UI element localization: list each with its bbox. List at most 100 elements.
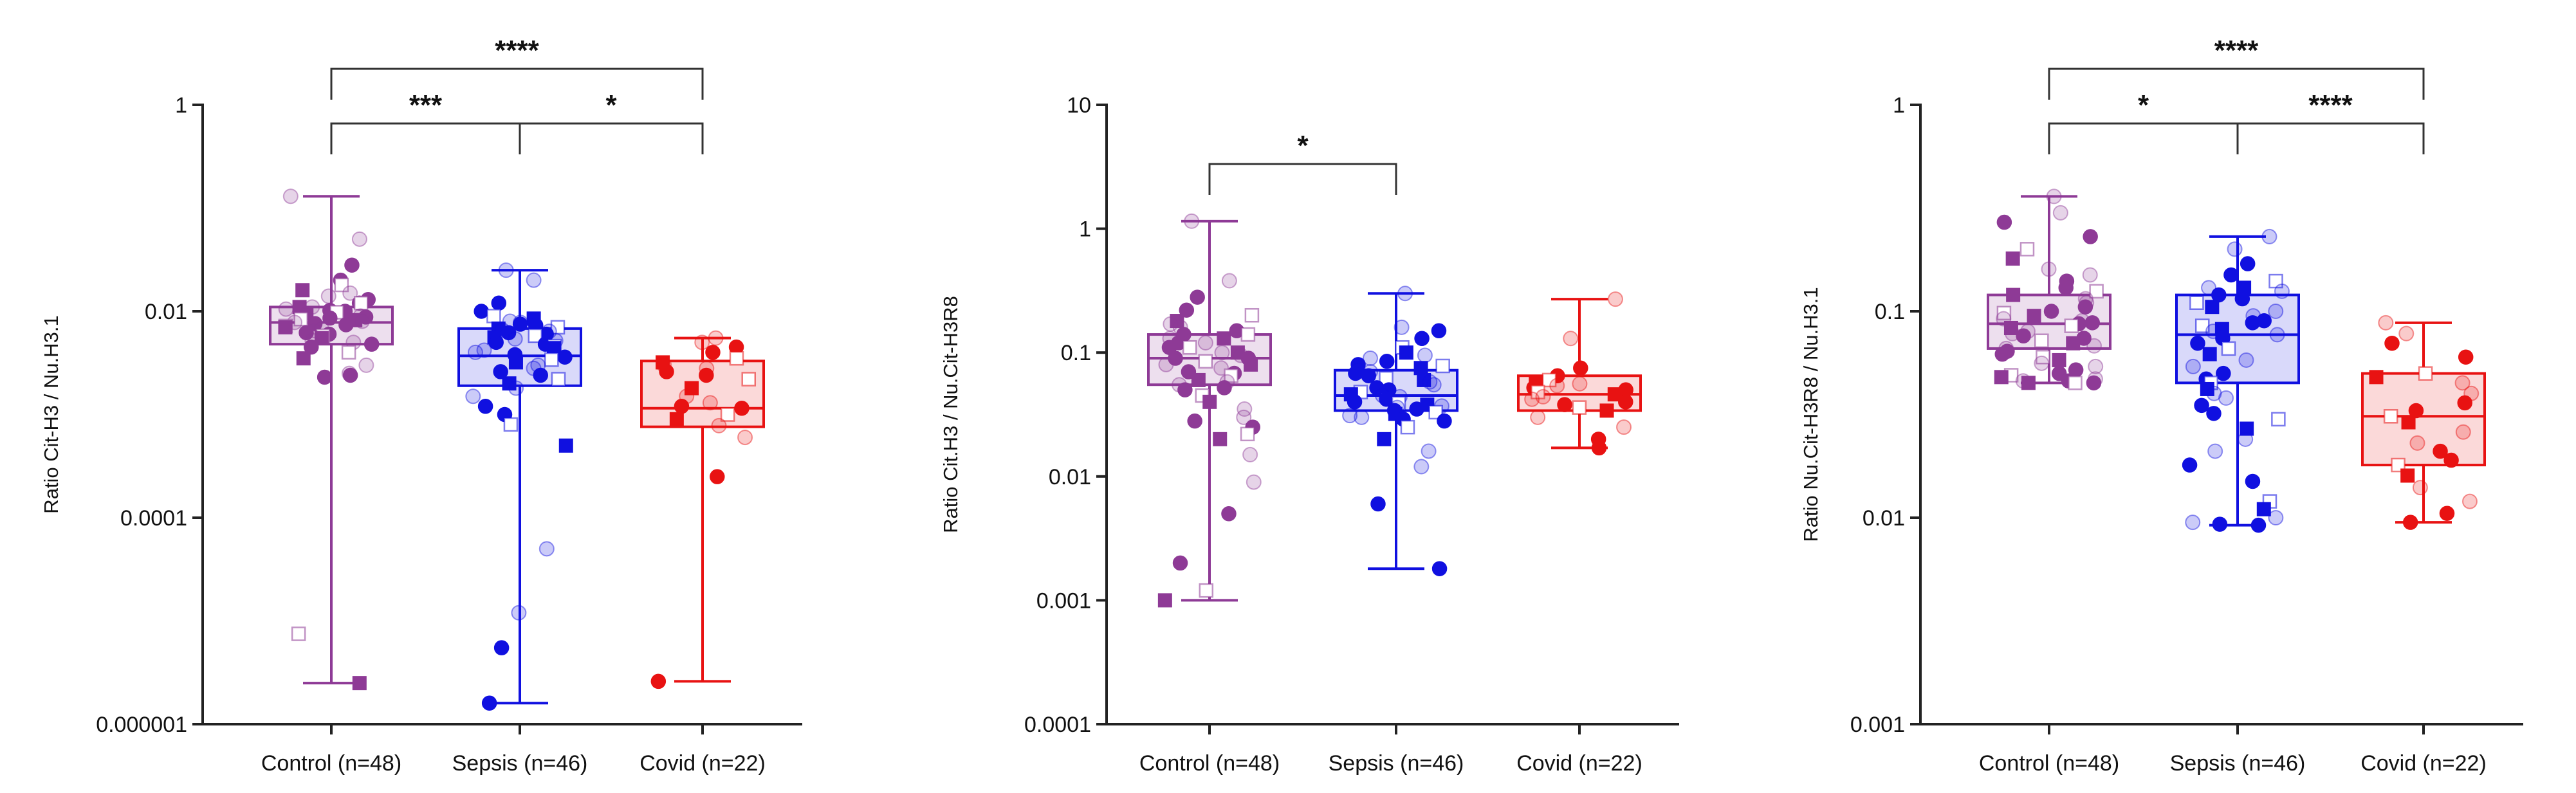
data-point (2043, 304, 2059, 319)
data-point (1240, 426, 1255, 442)
data-point (1421, 443, 1437, 459)
data-point (2041, 261, 2057, 277)
data-point (1354, 409, 1370, 425)
data-point (1182, 340, 1197, 355)
y-tick-label: 0.0001 (120, 506, 187, 531)
data-point (1524, 391, 1540, 407)
x-category-label: Control (n=48) (1979, 751, 2119, 776)
data-point (507, 331, 523, 347)
data-point (2088, 358, 2104, 374)
significance-label: **** (2308, 89, 2353, 121)
data-point (702, 395, 718, 411)
data-point (2240, 421, 2254, 436)
data-point (737, 430, 753, 446)
data-point (1535, 388, 1551, 405)
data-point (1591, 440, 1607, 456)
data-point (511, 605, 527, 621)
significance-bracket: **** (2048, 35, 2425, 100)
box-group (1517, 291, 1642, 456)
data-point (1994, 370, 2009, 385)
data-point (533, 367, 548, 383)
data-point (278, 320, 293, 334)
data-point (1530, 409, 1546, 425)
significance-line (2048, 122, 2239, 154)
data-point (304, 339, 319, 355)
y-tick-label: 0.000001 (96, 713, 187, 737)
x-category-label: Covid (n=22) (2360, 751, 2487, 776)
data-point (488, 334, 504, 351)
data-point (481, 695, 497, 711)
significance-line (330, 68, 704, 100)
data-point (1435, 358, 1450, 374)
data-point (1172, 555, 1188, 571)
data-point (2036, 349, 2050, 365)
data-point (1179, 302, 1195, 318)
data-point (526, 272, 542, 288)
data-point (2212, 516, 2228, 532)
data-point (2268, 304, 2284, 319)
data-point (2185, 358, 2201, 374)
data-point (1572, 376, 1588, 392)
data-point (2433, 443, 2448, 459)
data-point (291, 626, 306, 641)
data-point (2384, 335, 2400, 351)
data-point (2202, 347, 2217, 361)
significance-bracket: * (519, 89, 704, 154)
data-point (322, 310, 338, 326)
box-group (2175, 228, 2300, 533)
data-point (2068, 376, 2083, 390)
y-tick-label: 0.001 (1850, 713, 1905, 737)
significance-label: * (1297, 130, 1309, 161)
data-point (2027, 309, 2041, 324)
data-point (2409, 435, 2425, 451)
data-point (1996, 305, 2012, 321)
data-point (465, 388, 481, 405)
data-point (2052, 352, 2066, 367)
data-point (2185, 515, 2201, 531)
data-point (2268, 273, 2283, 289)
x-category-label: Covid (n=22) (639, 751, 766, 776)
data-point (2003, 320, 2018, 335)
box-iqr (2361, 372, 2486, 467)
data-point (1370, 496, 1386, 512)
y-tick-label: 0.01 (1863, 506, 1905, 531)
data-point (669, 412, 684, 426)
data-point (351, 231, 367, 247)
data-point (1361, 368, 1377, 383)
data-point (2398, 325, 2415, 342)
data-point (1242, 446, 1258, 462)
data-point (2216, 365, 2231, 381)
data-point (2066, 336, 2081, 351)
data-point (363, 336, 380, 352)
data-point (1413, 361, 1428, 376)
data-point (1431, 561, 1448, 576)
data-point (1557, 397, 1572, 412)
data-point (2268, 510, 2284, 525)
x-category-label: Covid (n=22) (1516, 751, 1642, 776)
data-point (551, 372, 566, 387)
data-point (493, 640, 510, 655)
data-point (1399, 345, 1413, 360)
data-point (2182, 457, 2198, 473)
data-point (1563, 331, 1579, 347)
data-point (1414, 331, 1430, 347)
y-tick-label: 1 (1079, 217, 1091, 242)
y-axis-label: Ratio Cit-H3 / Nu.H3.1 (40, 315, 62, 513)
data-point (1347, 394, 1363, 410)
data-point (2064, 318, 2079, 333)
data-point (2391, 457, 2406, 473)
data-point (2383, 409, 2398, 424)
data-point (1549, 378, 1565, 394)
significance-line (2236, 122, 2425, 154)
data-point (1190, 289, 1205, 305)
data-point (1428, 405, 1443, 420)
data-point (491, 295, 507, 311)
data-point (282, 188, 299, 205)
data-point (1994, 346, 2010, 362)
data-point (2084, 315, 2101, 331)
data-point (467, 344, 483, 360)
data-point (1244, 357, 1258, 372)
data-point (2378, 314, 2394, 331)
data-point (354, 313, 371, 329)
data-point (1237, 401, 1253, 417)
